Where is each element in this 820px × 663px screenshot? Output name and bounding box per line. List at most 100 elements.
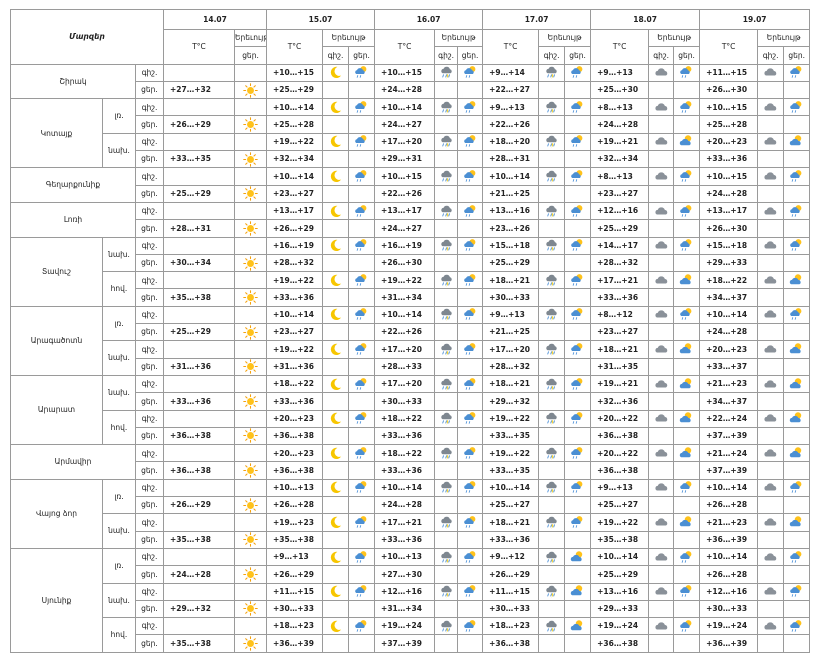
sun-cloud-rain-icon — [679, 204, 694, 219]
phenomenon-night — [648, 253, 675, 273]
temperature-value: +9…+13 — [590, 478, 650, 498]
phenomenon-night — [538, 547, 566, 567]
phenomenon-day — [457, 392, 484, 411]
phenomenon-day — [348, 461, 376, 480]
period-label: գիշ. — [135, 305, 164, 325]
phenomenon-day — [348, 634, 376, 653]
zone-name: հով. — [102, 617, 136, 653]
phenomenon-night — [538, 253, 566, 273]
phenomenon-col-header: Երեւույթ — [648, 28, 701, 48]
phenomenon-day — [673, 461, 701, 480]
phenomenon-night — [434, 374, 459, 394]
sun-cloud-rain-icon — [463, 65, 478, 80]
temperature-value: +30…+34 — [163, 253, 235, 273]
sun-cloud-rain-icon — [354, 100, 369, 115]
phenomenon-night — [538, 444, 566, 463]
moon-icon — [328, 100, 343, 115]
phenomenon-day — [233, 582, 268, 601]
temperature-value: +35…+38 — [266, 530, 324, 549]
temperature-value: +22…+27 — [482, 80, 540, 100]
phenomenon-day — [348, 513, 376, 532]
sun-icon — [243, 567, 258, 582]
temperature-value: +33…+36 — [374, 530, 436, 549]
temperature-value: +33…+36 — [163, 392, 235, 411]
moon-icon — [328, 273, 343, 288]
phenomenon-night — [322, 582, 350, 601]
cloud-icon — [763, 273, 778, 288]
phenomenon-night — [434, 461, 459, 480]
period-label: ցեր. — [135, 288, 164, 307]
phenomenon-col-header: Երեւույթ — [434, 28, 484, 48]
phenomenon-night — [757, 236, 785, 255]
phenomenon-day — [564, 374, 592, 394]
phenomenon-day — [233, 599, 268, 619]
table-row: ցեր. +28…+31 +26…+29 +24…+27 +23…+26 +25…+29 +… — [11, 219, 811, 238]
phenomenon-day — [564, 599, 592, 619]
phenomenon-day — [673, 150, 701, 169]
table-row: Արագածոտն լռ. գիշ. +10…+14 +10…+14 +9…+13 +8…+… — [10, 305, 811, 376]
temperature-value: +20…+22 — [590, 409, 650, 428]
phenomenon-night — [648, 271, 675, 290]
region-name: Վայոց ձոր — [10, 478, 103, 549]
phenomenon-night — [434, 634, 459, 653]
phenomenon-night — [757, 444, 785, 463]
phenomenon-night — [757, 461, 785, 480]
temperature-value: +21…+23 — [699, 513, 759, 532]
phenomenon-day — [348, 150, 376, 169]
phenomenon-day — [673, 634, 701, 653]
table-row: Գեղարքունիք գիշ. +10…+14 +10…+15 +10…+14 +8…+… — [10, 167, 811, 203]
date-header: 17.07 — [482, 9, 592, 30]
temperature-value: +18…+22 — [266, 374, 324, 394]
phenomenon-night — [434, 184, 459, 203]
phenomenon-day — [457, 219, 484, 238]
phenomenon-night — [538, 513, 566, 532]
cloud-icon — [654, 100, 669, 115]
temperature-value: +8…+12 — [590, 305, 650, 325]
phenomenon-night — [322, 426, 350, 446]
day-col-header: ցեր. — [348, 46, 376, 65]
temperature-value: +33…+36 — [482, 530, 540, 549]
cloud-icon — [654, 550, 669, 565]
temperature-value — [163, 98, 235, 117]
phenomenon-day — [457, 288, 484, 307]
temperature-value: +25…+30 — [590, 80, 650, 100]
sun-cloud-icon — [570, 619, 585, 634]
region-name: Սյունիք — [10, 547, 103, 653]
temperature-value: +34…+37 — [699, 392, 759, 411]
temperature-value: +35…+38 — [163, 288, 235, 307]
temperature-value: +26…+28 — [699, 496, 759, 515]
phenomenon-day — [233, 323, 268, 342]
temperature-value: +12…+16 — [590, 201, 650, 221]
table-row: Շիրակ գիշ. +10…+15 +10…+15 +9…+14 +9…+13 +11…+… — [10, 63, 811, 100]
phenomenon-day — [233, 478, 268, 498]
phenomenon-day — [783, 357, 811, 376]
temperature-value: +26…+29 — [482, 565, 540, 584]
temperature-value: +30…+33 — [699, 599, 759, 619]
cloud-rain-icon — [439, 307, 454, 322]
phenomenon-night — [322, 115, 350, 134]
temperature-value: +26…+30 — [699, 80, 759, 100]
table-row: հով. գիշ. +18…+23 +19…+24 +18…+23 +19…+24 +19…… — [11, 617, 811, 653]
sun-cloud-rain-icon — [570, 480, 585, 495]
phenomenon-night — [322, 63, 350, 82]
phenomenon-night — [648, 409, 675, 428]
temperature-value: +37…+39 — [374, 634, 436, 653]
sun-cloud-rain-icon — [789, 619, 804, 634]
cloud-icon — [654, 169, 669, 184]
phenomenon-night — [434, 253, 459, 273]
phenomenon-night — [322, 323, 350, 342]
sun-cloud-rain-icon — [679, 238, 694, 253]
cloud-icon — [763, 65, 778, 80]
cloud-rain-icon — [439, 619, 454, 634]
sun-cloud-icon — [789, 273, 804, 288]
zone-name: հով. — [102, 409, 136, 446]
period-label: գիշ. — [135, 547, 164, 567]
temperature-value: +25…+29 — [163, 323, 235, 342]
phenomenon-day — [348, 323, 376, 342]
region-name: Գեղարքունիք — [10, 167, 136, 203]
zone-name: նախ. — [102, 340, 136, 376]
phenomenon-day — [673, 374, 701, 394]
temperature-value: +24…+27 — [374, 219, 436, 238]
phenomenon-day — [783, 132, 811, 152]
phenomenon-day — [348, 340, 376, 359]
